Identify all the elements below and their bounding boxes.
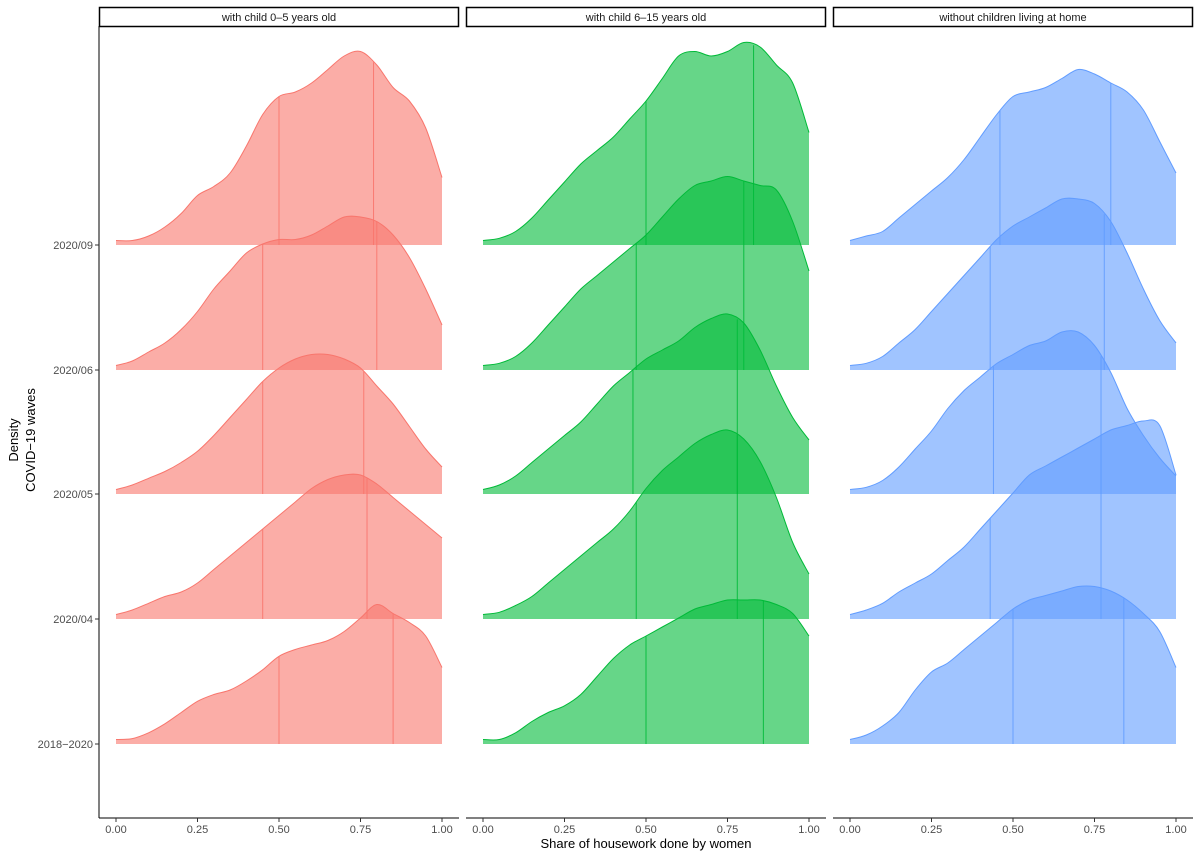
x-tick-label: 0.25	[187, 824, 208, 836]
x-tick-label: 0.50	[268, 824, 289, 836]
y-axis-title-line1: Density	[6, 418, 21, 462]
density-ridge	[483, 429, 809, 619]
density-outline	[849, 68, 1177, 241]
ridges	[849, 68, 1177, 744]
facet-panel: with child 6–15 years old 0.00 0.25 0.50 0.7…	[465, 6, 827, 836]
density-ridge	[116, 216, 442, 370]
x-tick-label: 0.00	[839, 824, 860, 836]
density-ridge	[850, 419, 1176, 619]
x-tick-label: 0.25	[921, 824, 942, 836]
x-tick-label: 0.50	[635, 824, 656, 836]
x-tick-label: 1.00	[798, 824, 819, 836]
x-tick-label: 0.50	[1002, 824, 1023, 836]
x-tick-label: 1.00	[1165, 824, 1186, 836]
density-outline	[849, 330, 1177, 490]
facet-strip	[832, 6, 1194, 28]
x-axis-title: Share of housework done by women	[540, 836, 751, 851]
density-ridge	[116, 353, 442, 494]
density-ridge	[116, 474, 442, 619]
x-tick-label: 0.00	[472, 824, 493, 836]
facet-panel: without children living at home 0.00 0.25 0…	[832, 6, 1194, 836]
panels-layer: with child 0–5 years old 0.00 0.25 0.50 0.75…	[98, 6, 1194, 836]
facet-strip-label: with child 0–5 years old	[221, 12, 336, 24]
ridges	[482, 41, 810, 744]
density-outline	[115, 215, 443, 366]
y-tick-label: 2020/09	[53, 240, 93, 252]
density-outline	[482, 175, 810, 366]
x-tick-label: 0.75	[717, 824, 738, 836]
x-tick-label: 0.75	[350, 824, 371, 836]
facet-strip-label: without children living at home	[938, 12, 1086, 24]
density-outline	[482, 313, 810, 490]
x-tick-label: 0.25	[554, 824, 575, 836]
y-tick-label: 2020/04	[53, 614, 93, 626]
y-tick-label: 2018−2020	[38, 739, 93, 751]
y-axis-title-line2: COVID−19 waves	[23, 388, 38, 492]
density-ridge	[850, 69, 1176, 246]
left-axis: 2018−2020 2020/04 2020/05 2020/06 2020/09	[38, 26, 100, 818]
y-ticks: 2018−2020 2020/04 2020/05 2020/06 2020/09	[38, 240, 99, 751]
x-tick-label: 1.00	[431, 824, 452, 836]
facet-strip	[98, 6, 460, 28]
y-tick-label: 2020/05	[53, 489, 93, 501]
density-ridge	[850, 198, 1176, 370]
y-tick-label: 2020/06	[53, 365, 93, 377]
density-outline	[482, 429, 810, 615]
x-tick-label: 0.75	[1084, 824, 1105, 836]
facet-strip	[465, 6, 827, 28]
x-tick-label: 0.00	[105, 824, 126, 836]
density-outline	[115, 353, 443, 490]
facet-strip-label: with child 6–15 years old	[585, 12, 706, 24]
density-outline	[849, 419, 1177, 615]
facet-panel: with child 0–5 years old 0.00 0.25 0.50 0.75…	[98, 6, 460, 836]
density-outline	[849, 197, 1177, 366]
ridges	[115, 50, 443, 744]
density-outline	[115, 473, 443, 615]
